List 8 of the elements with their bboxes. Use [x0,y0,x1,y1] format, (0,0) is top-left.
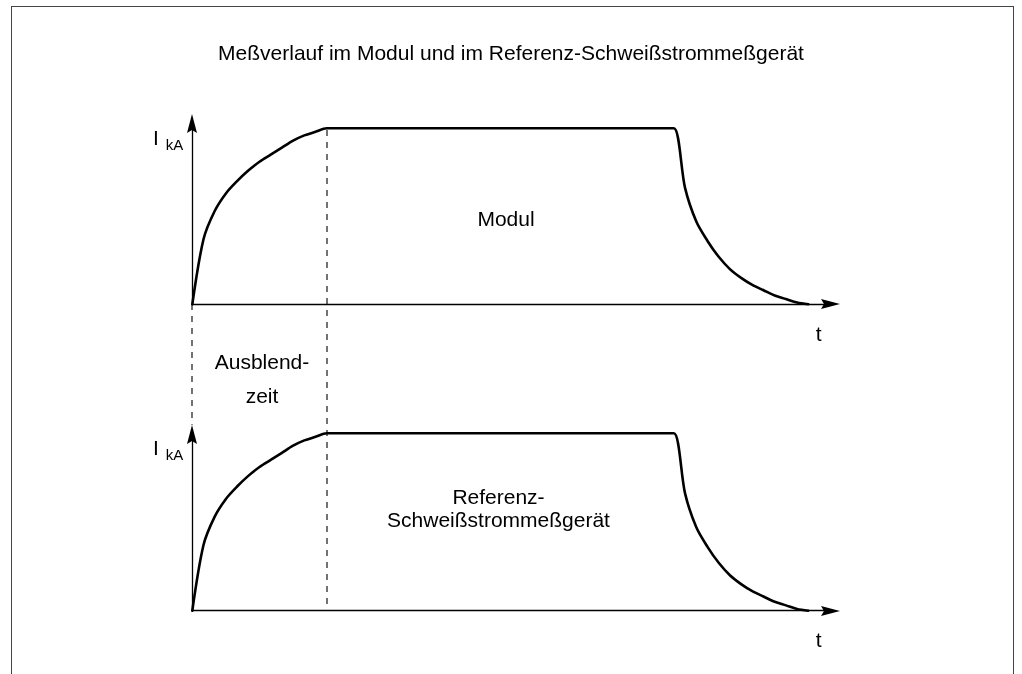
annotation: Referenz- Schweißstrommeßgerät [387,485,611,532]
annotation: Modul [477,206,535,230]
x-axis-title: t [815,627,822,651]
text: Ausblend- zeit [214,349,310,407]
x-axis-title: t [815,321,822,345]
y-axis-title: I$_{kA}$ [152,435,184,463]
y-axis-title: I$_{kA}$ [152,126,184,154]
chart-title: Meßverlauf im Modul und im Referenz-Schweißstrommeßgerät [218,40,805,64]
